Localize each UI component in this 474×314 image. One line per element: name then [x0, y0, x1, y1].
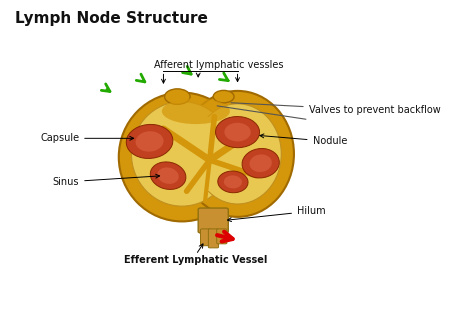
Ellipse shape — [194, 104, 281, 204]
Ellipse shape — [150, 162, 186, 189]
Text: Afferent lymphatic vessles: Afferent lymphatic vessles — [154, 60, 284, 70]
FancyBboxPatch shape — [217, 229, 227, 244]
Ellipse shape — [164, 89, 190, 104]
Text: Efferent Lymphatic Vessel: Efferent Lymphatic Vessel — [124, 255, 267, 265]
Ellipse shape — [119, 93, 245, 221]
FancyBboxPatch shape — [198, 208, 228, 233]
Text: Valves to prevent backflow: Valves to prevent backflow — [231, 103, 440, 115]
Ellipse shape — [181, 104, 239, 204]
Ellipse shape — [131, 102, 233, 206]
Ellipse shape — [188, 117, 231, 191]
Ellipse shape — [218, 171, 248, 193]
Text: Sinus: Sinus — [53, 174, 160, 187]
Ellipse shape — [162, 98, 230, 124]
FancyBboxPatch shape — [201, 229, 210, 246]
Text: Lymph Node Structure: Lymph Node Structure — [15, 11, 208, 26]
FancyBboxPatch shape — [209, 229, 219, 248]
Text: Nodule: Nodule — [260, 134, 347, 146]
Text: Capsule: Capsule — [40, 133, 134, 143]
Ellipse shape — [136, 131, 164, 152]
Ellipse shape — [224, 176, 242, 188]
Ellipse shape — [224, 123, 251, 141]
Ellipse shape — [242, 149, 279, 178]
Ellipse shape — [157, 167, 179, 184]
Ellipse shape — [181, 91, 294, 217]
Ellipse shape — [126, 124, 173, 159]
Ellipse shape — [249, 154, 272, 172]
Text: Hilum: Hilum — [228, 206, 326, 222]
Ellipse shape — [213, 90, 234, 103]
Ellipse shape — [216, 116, 260, 148]
